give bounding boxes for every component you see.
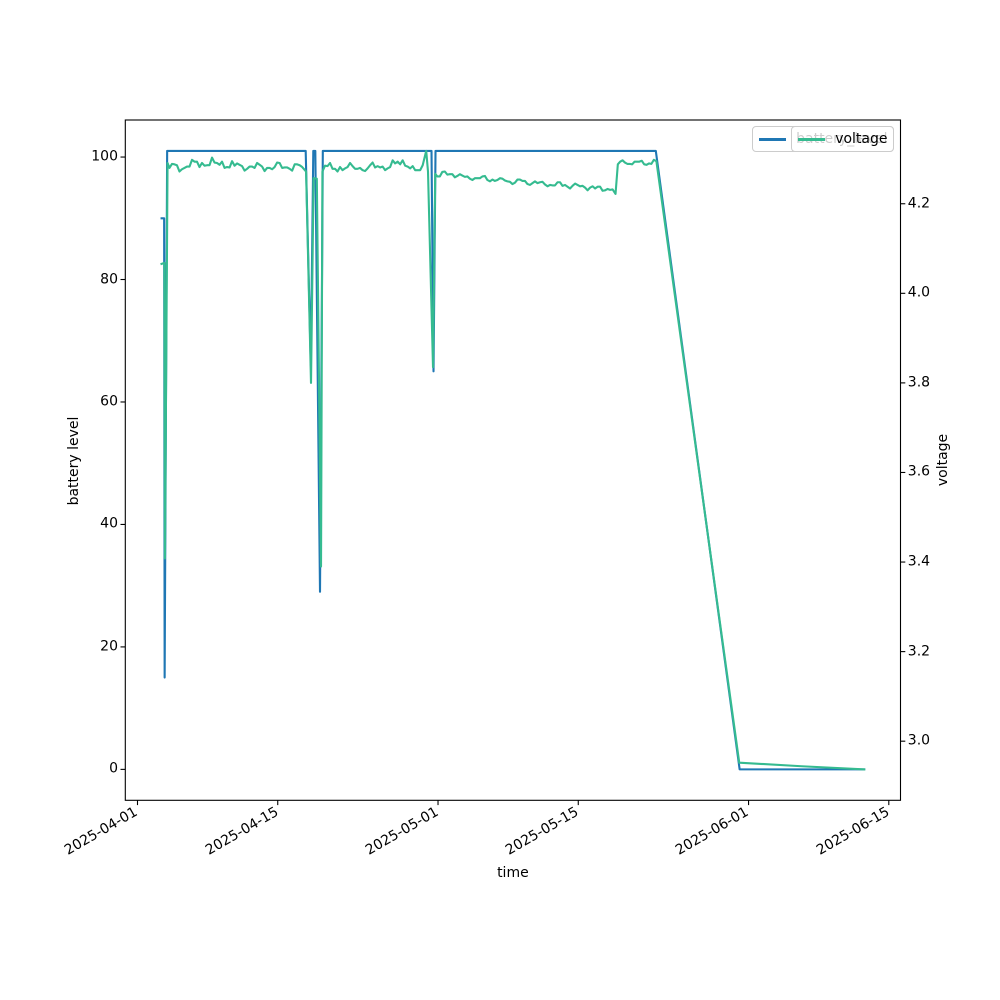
legend-line-sample-voltage bbox=[797, 138, 825, 141]
right-y-tick-label: 3.2 bbox=[907, 643, 931, 660]
left-y-tick-label: 20 bbox=[100, 638, 118, 655]
left-y-tick-label: 0 bbox=[109, 760, 118, 777]
left-y-axis-title: battery level bbox=[65, 416, 82, 506]
right-y-tick-label: 3.6 bbox=[907, 463, 931, 480]
axes-spines bbox=[124, 119, 902, 801]
left-y-tick-label: 40 bbox=[100, 515, 118, 532]
left-y-tick-label: 80 bbox=[100, 271, 118, 287]
right-y-tick-label: 3.0 bbox=[907, 732, 931, 749]
right-y-axis-title: voltage bbox=[935, 433, 951, 487]
right-y-tick-label: 4.2 bbox=[907, 195, 931, 212]
series-line-battery_level bbox=[160, 149, 866, 771]
plot-lines bbox=[160, 149, 866, 771]
legend-voltage: voltage bbox=[791, 126, 894, 153]
x-axis-title: time bbox=[497, 864, 529, 881]
legend-line-sample-battery bbox=[758, 138, 786, 141]
right-y-tick-label: 3.4 bbox=[907, 553, 931, 570]
right-y-tick-label: 3.8 bbox=[907, 374, 931, 391]
left-y-tick-label: 100 bbox=[91, 148, 118, 165]
right-y-tick-label: 4.0 bbox=[907, 284, 931, 301]
series-line-voltage bbox=[160, 149, 866, 771]
axes-frame bbox=[124, 119, 902, 801]
left-y-tick-label: 60 bbox=[100, 393, 118, 410]
legend-label-voltage: voltage bbox=[835, 131, 888, 148]
axis-ticks bbox=[120, 156, 906, 806]
